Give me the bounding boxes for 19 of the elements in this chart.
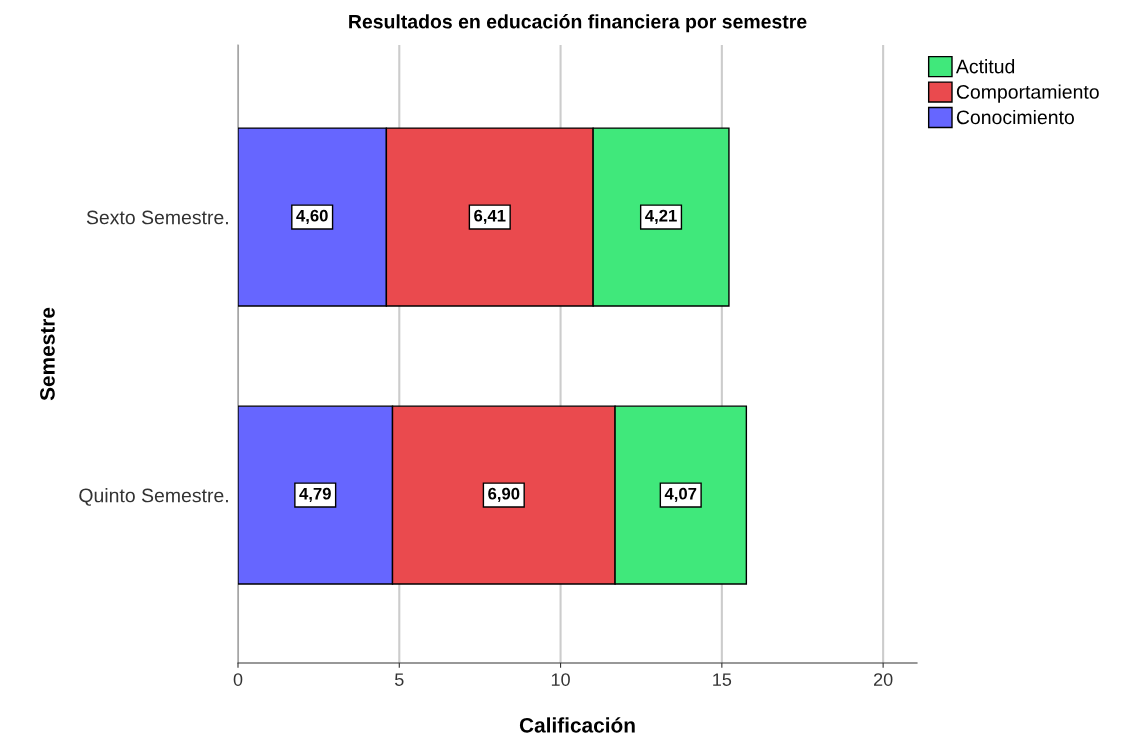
data-label: 4,21 [645,209,677,224]
chart-title: Resultados en educación financiera por semestre [349,14,807,33]
y-tick-label: Sexto Semestre. [86,210,228,225]
data-label: 4,60 [296,209,328,224]
data-label: 4,07 [664,487,697,502]
data-label: 6,41 [474,209,506,224]
legend-label: Actitud [955,59,1015,74]
x-tick-label: 0 [233,673,243,686]
x-tick-label: 5 [394,673,404,686]
x-axis-title: Calificación [519,717,635,733]
legend-label: Conocimiento [956,109,1074,125]
y-axis-title: Semestre [40,307,55,401]
legend-label: Comportamiento [956,84,1099,103]
y-tick-label: Quinto Semestre. [79,488,228,506]
x-tick-label: 20 [874,673,893,686]
x-tick-label: 15 [713,673,732,686]
data-label: 6,90 [488,487,520,502]
x-tick-label: 10 [551,673,570,686]
data-label: 4,79 [299,487,331,502]
